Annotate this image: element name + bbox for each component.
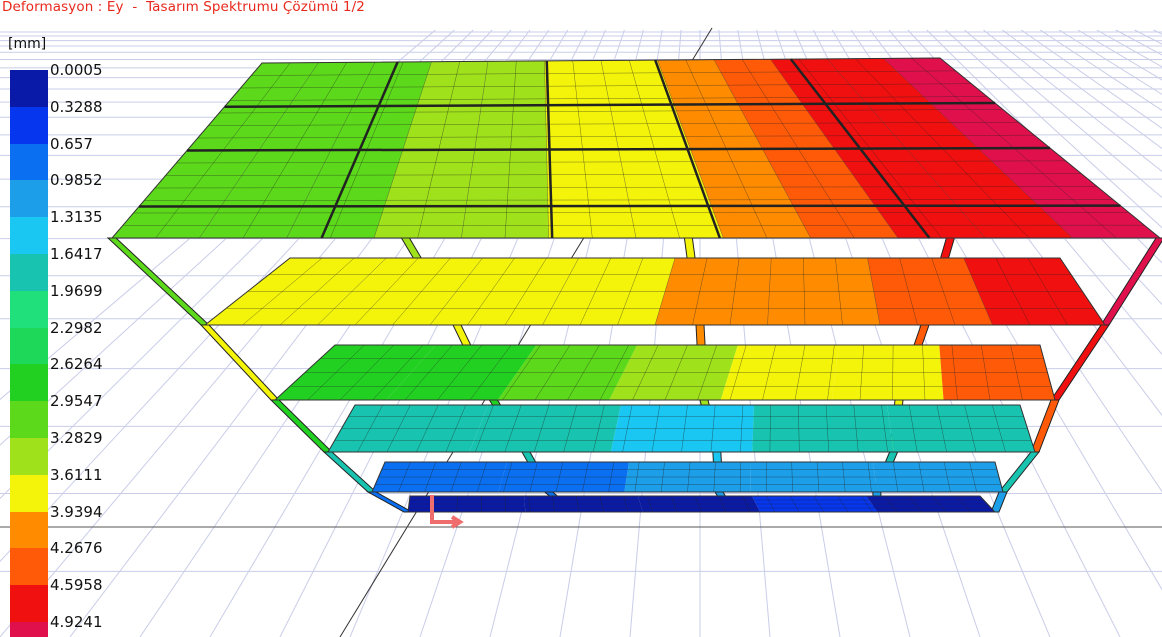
legend-unit: [mm]	[8, 36, 47, 52]
legend-color-3	[10, 180, 48, 218]
legend-color-0	[10, 70, 48, 107]
floor-slab-4	[203, 257, 1106, 326]
legend-value-11: 3.6111	[50, 465, 103, 484]
legend-value-1: 0.3288	[50, 97, 103, 116]
legend-value-7: 2.2982	[50, 318, 103, 337]
legend-color-15	[10, 622, 48, 637]
legend-color-2	[10, 143, 48, 181]
legend-color-8	[10, 364, 48, 402]
floor-slab-3	[273, 344, 1056, 401]
legend-color-1	[10, 106, 48, 144]
legend-color-10	[10, 438, 48, 475]
legend-color-14	[10, 585, 48, 623]
legend-value-0: 0.0005	[50, 61, 103, 79]
floor-slab-5	[110, 57, 1162, 239]
legend-value-15: 4.9241	[50, 613, 103, 631]
legend-value-12: 3.9394	[50, 502, 103, 521]
floor-slab-2	[327, 404, 1036, 453]
legend-color-7	[10, 327, 48, 365]
legend-value-4: 1.3135	[50, 208, 103, 227]
legend-value-10: 3.2829	[50, 429, 103, 447]
legend-color-13	[10, 548, 48, 586]
legend-color-12	[10, 511, 48, 549]
legend-value-13: 4.2676	[50, 539, 103, 558]
legend-value-14: 4.5958	[50, 576, 103, 595]
legend-color-6	[10, 290, 48, 328]
analysis-title: Deformasyon : Ey - Tasarım Spektrumu Çöz…	[2, 0, 365, 15]
axis-arrow-icon	[430, 495, 464, 529]
legend-value-2: 0.657	[50, 134, 93, 153]
floor-slab-0	[407, 495, 997, 513]
legend-value-6: 1.9699	[50, 281, 103, 300]
legend-color-5	[10, 254, 48, 291]
legend-color-11	[10, 474, 48, 512]
legend-color-9	[10, 401, 48, 439]
floor-slab-1	[371, 461, 1004, 493]
legend-value-5: 1.6417	[50, 245, 103, 263]
legend-value-9: 2.9547	[50, 392, 103, 411]
legend-value-3: 0.9852	[50, 171, 103, 190]
legend-color-4	[10, 217, 48, 255]
legend-value-8: 2.6264	[50, 355, 103, 374]
